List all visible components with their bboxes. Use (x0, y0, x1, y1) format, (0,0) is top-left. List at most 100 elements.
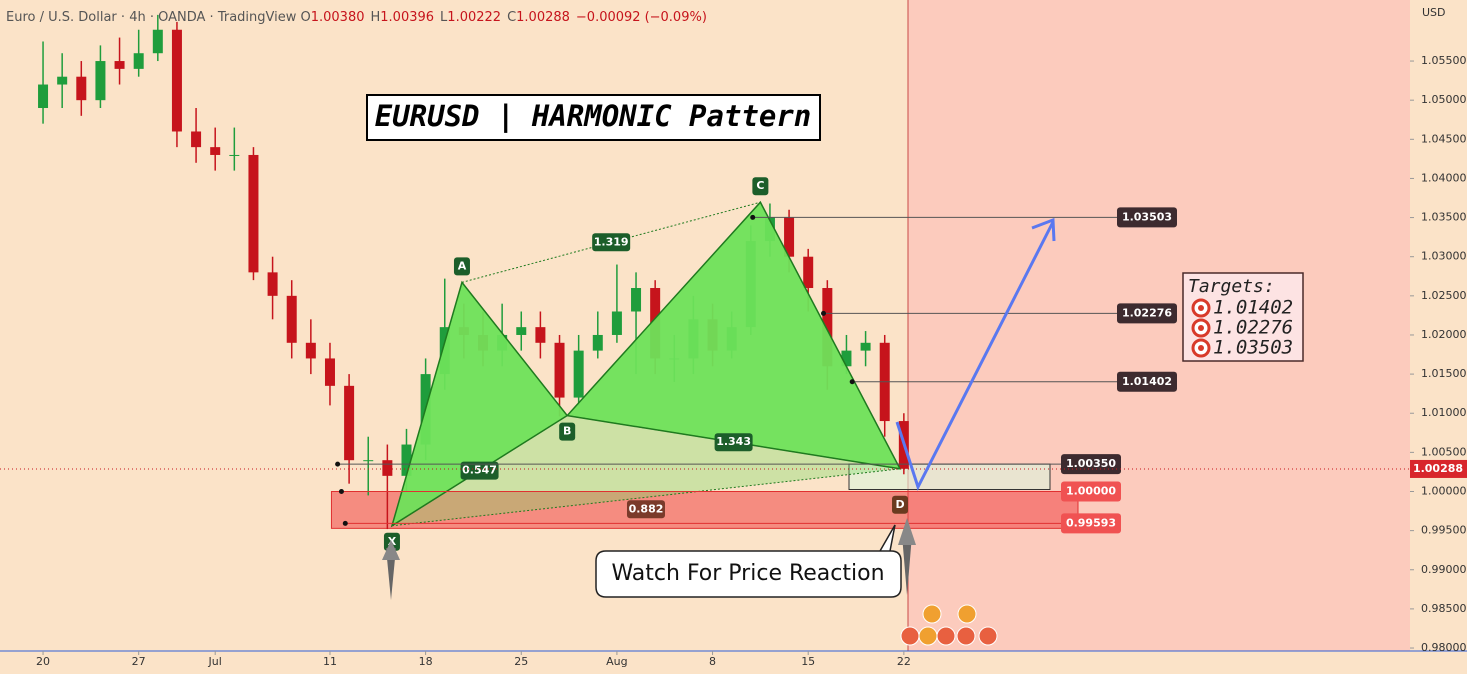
arrow-head (1031, 217, 1056, 242)
ratio-box (626, 500, 665, 519)
candle-body (860, 342, 871, 351)
ratio-line (391, 468, 901, 527)
pointer-x-head (382, 540, 400, 560)
target-value: 1.02276 (1213, 317, 1293, 339)
pattern-shade (391, 415, 901, 526)
y-tick-label: 0.98000 (1421, 641, 1467, 654)
annotation: Watch For Price Reaction (611, 561, 884, 586)
point-label: B (563, 425, 571, 438)
y-tick-label: 1.04500 (1421, 132, 1467, 145)
candle-body (152, 29, 163, 54)
ratio-box (460, 461, 499, 480)
ratio-label: 1.319 (594, 235, 629, 248)
level-label: 1.02276 (1122, 306, 1172, 319)
event-icon (957, 604, 977, 624)
ohlc-key: H (371, 10, 381, 25)
interval: 4h (129, 10, 146, 25)
y-tick-label: 1.05500 (1421, 54, 1467, 67)
pointer-x (386, 548, 396, 600)
candle-body (324, 358, 335, 386)
title-box (366, 94, 821, 141)
platform: TradingView (217, 10, 297, 25)
y-tick-label: 1.01500 (1421, 367, 1467, 380)
candle-body (611, 311, 622, 335)
y-tick-label: 1.00500 (1421, 445, 1467, 458)
candle-body (554, 342, 565, 398)
level-label: 1.03503 (1122, 210, 1172, 223)
annotation-box (595, 524, 902, 598)
candle-body (114, 61, 125, 69)
level-anchor (335, 461, 341, 467)
x-tick-label: 27 (132, 655, 146, 668)
change-pct: (−0.09%) (645, 10, 707, 25)
event-icon (956, 626, 976, 646)
ratio-label: 0.882 (629, 502, 664, 515)
candle-body (210, 147, 221, 155)
x-tick-label: 25 (514, 655, 528, 668)
level-anchor (750, 214, 756, 220)
candle-body (133, 53, 144, 69)
ratio-box (592, 233, 631, 252)
event-icon (918, 626, 938, 646)
y-tick-label: 1.05000 (1421, 93, 1467, 106)
candle-body (171, 29, 182, 132)
point-box (752, 177, 769, 196)
ohlc-value: 1.00396 (380, 10, 434, 25)
reaction-box (848, 463, 1051, 490)
ratio-box (714, 433, 753, 452)
candle-body (248, 154, 259, 273)
y-tick-label: 1.02500 (1421, 289, 1467, 302)
candle-body (631, 288, 642, 312)
candle-body (344, 385, 355, 461)
target-icon-core (1198, 305, 1204, 311)
candle-body (803, 256, 814, 289)
projection-arrow (895, 221, 1055, 491)
level-label-box (1117, 371, 1177, 392)
y-tick-label: 1.00000 (1421, 484, 1467, 497)
candle-body (841, 350, 852, 367)
pointer-d (902, 535, 912, 595)
targets-title: Targets: (1188, 276, 1275, 297)
x-tick-label: Aug (606, 655, 627, 668)
ohlc-key: C (507, 10, 516, 25)
candle-body (95, 61, 106, 101)
ohlc-value: 1.00380 (311, 10, 365, 25)
y-tick-label: 1.04000 (1421, 171, 1467, 184)
candle-body (516, 327, 527, 335)
point-box (892, 495, 909, 514)
event-icon (978, 626, 998, 646)
change: −0.00092 (576, 10, 641, 25)
target-icon-core (1198, 345, 1204, 351)
candle-body (382, 460, 393, 476)
level-label: 1.01402 (1122, 375, 1172, 388)
x-tick-label: 20 (36, 655, 50, 668)
x-tick-label: 8 (709, 655, 716, 668)
point-label: D (895, 498, 904, 511)
support-zone (330, 490, 1079, 529)
point-box (383, 532, 400, 551)
ratio-line (461, 201, 761, 283)
header: Euro / U.S. Dollar · 4h · OANDA · Tradin… (6, 10, 707, 25)
candle-body (573, 350, 584, 398)
level-label: 0.99593 (1066, 516, 1116, 529)
point-label: A (458, 259, 467, 272)
level-label: 1.00350 (1066, 457, 1116, 470)
pointer-d-head (898, 518, 916, 545)
event-icon (900, 626, 920, 646)
candle-body (38, 84, 49, 109)
y-tick-label: 1.03000 (1421, 250, 1467, 263)
level-label-box (1061, 481, 1121, 502)
chart-title: EURUSD | HARMONIC Pattern (375, 99, 812, 133)
ratio-label: 0.547 (462, 464, 497, 477)
ohlc-key: L (440, 10, 448, 25)
candle-body (822, 288, 833, 367)
x-tick-label: 22 (897, 655, 911, 668)
y-tick-label: 1.02000 (1421, 328, 1467, 341)
symbol: Euro / U.S. Dollar (6, 10, 117, 25)
ohlc-value: 1.00222 (447, 10, 501, 25)
candle-body (57, 76, 68, 85)
point-box (559, 422, 576, 441)
last-price-box (1410, 459, 1467, 478)
level-label: 1.00000 (1066, 484, 1116, 497)
